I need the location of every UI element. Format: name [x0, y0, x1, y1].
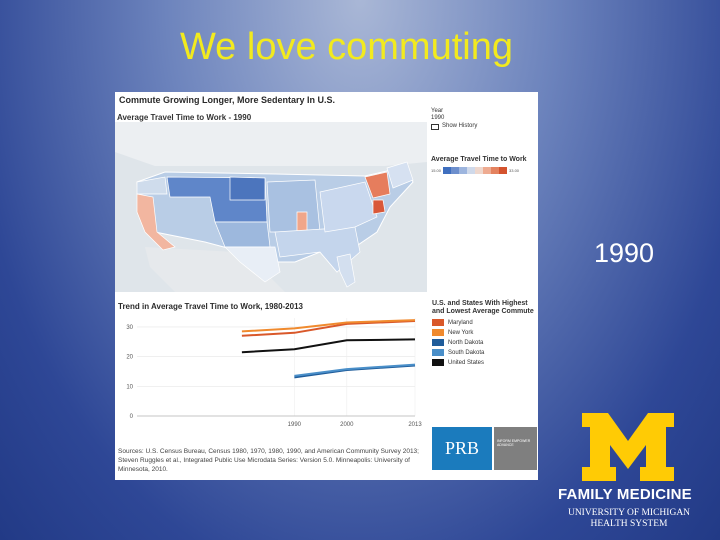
y-tick-label: 20	[126, 355, 133, 361]
y-tick-label: 10	[126, 384, 133, 390]
prb-tagline: INFORM EMPOWER ADVANCE	[494, 427, 537, 470]
infographic-title: Commute Growing Longer, More Sedentary I…	[119, 95, 336, 105]
series-line-south-dakota	[294, 363, 416, 377]
trend-chart: 0 10 20 30 1990 2000 2013	[115, 312, 427, 434]
legend-swatch	[432, 329, 444, 336]
series-line-north-dakota	[294, 364, 416, 379]
legend-swatch	[432, 339, 444, 346]
map-color-legend: 15.00 33.00	[431, 167, 537, 174]
y-tick-label: 30	[126, 325, 133, 331]
legend-item-united-states[interactable]: United States	[432, 359, 536, 366]
map-legend-max: 33.00	[509, 168, 520, 173]
series-line-maryland	[241, 320, 416, 337]
legend-label: Maryland	[448, 319, 473, 326]
legend-swatch	[432, 349, 444, 356]
legend-item-new-york[interactable]: New York	[432, 329, 536, 336]
legend-label: South Dakota	[448, 349, 485, 356]
show-history-checkbox[interactable]	[431, 123, 439, 130]
year-label: 1990	[594, 238, 655, 268]
legend-swatch	[432, 359, 444, 366]
x-tick-label: 2000	[340, 422, 354, 428]
map-gradient-bar	[443, 167, 508, 174]
map-graphic	[115, 122, 427, 292]
y-tick-label: 0	[130, 414, 134, 420]
map-controls: Year 1990 Show History Average Travel Ti…	[431, 108, 537, 174]
map-subtitle: Average Travel Time to Work - 1990	[117, 113, 252, 122]
legend-label: United States	[448, 359, 485, 366]
series-legend-title: U.S. and States With Highest and Lowest …	[432, 300, 534, 315]
legend-item-south-dakota[interactable]: South Dakota	[432, 349, 536, 356]
series-legend: U.S. and States With Highest and Lowest …	[432, 300, 536, 366]
prb-logo: PRB	[432, 427, 492, 470]
x-tick-label: 2013	[408, 422, 422, 428]
logo-health-system-line: HEALTH SYSTEM	[590, 519, 668, 529]
trend-chart-title: Trend in Average Travel Time to Work, 19…	[118, 302, 303, 311]
map-legend-min: 15.00	[431, 168, 442, 173]
legend-item-maryland[interactable]: Maryland	[432, 319, 536, 326]
logo-university: UNIVERSITY OF MICHIGAN HEALTH SYSTEM	[558, 508, 700, 530]
commute-infographic: Commute Growing Longer, More Sedentary I…	[115, 92, 538, 480]
show-history-label: Show History	[442, 123, 478, 129]
x-tick-label: 1990	[288, 422, 302, 428]
slide-title: We love commuting	[180, 26, 513, 68]
map-legend-title: Average Travel Time to Work	[431, 156, 527, 163]
legend-item-north-dakota[interactable]: North Dakota	[432, 339, 536, 346]
year-control-value[interactable]: 1990	[431, 115, 445, 121]
trend-chart-svg: 0 10 20 30 1990 2000 2013	[126, 318, 422, 428]
show-history-toggle[interactable]: Show History	[431, 123, 537, 130]
series-line-united-states	[241, 338, 416, 354]
sources-note: Sources: U.S. Census Bureau, Census 1980…	[118, 448, 419, 473]
logo-university-line: UNIVERSITY OF MICHIGAN	[567, 508, 691, 518]
series-line-new-york	[241, 319, 416, 333]
legend-swatch	[432, 319, 444, 326]
legend-label: North Dakota	[448, 339, 484, 346]
legend-label: New York	[448, 329, 474, 336]
block-m-logo	[582, 413, 674, 481]
us-commute-map[interactable]	[115, 122, 427, 292]
logo-family-medicine: FAMILY MEDICINE	[558, 486, 692, 503]
year-control-label: Year	[431, 108, 444, 114]
